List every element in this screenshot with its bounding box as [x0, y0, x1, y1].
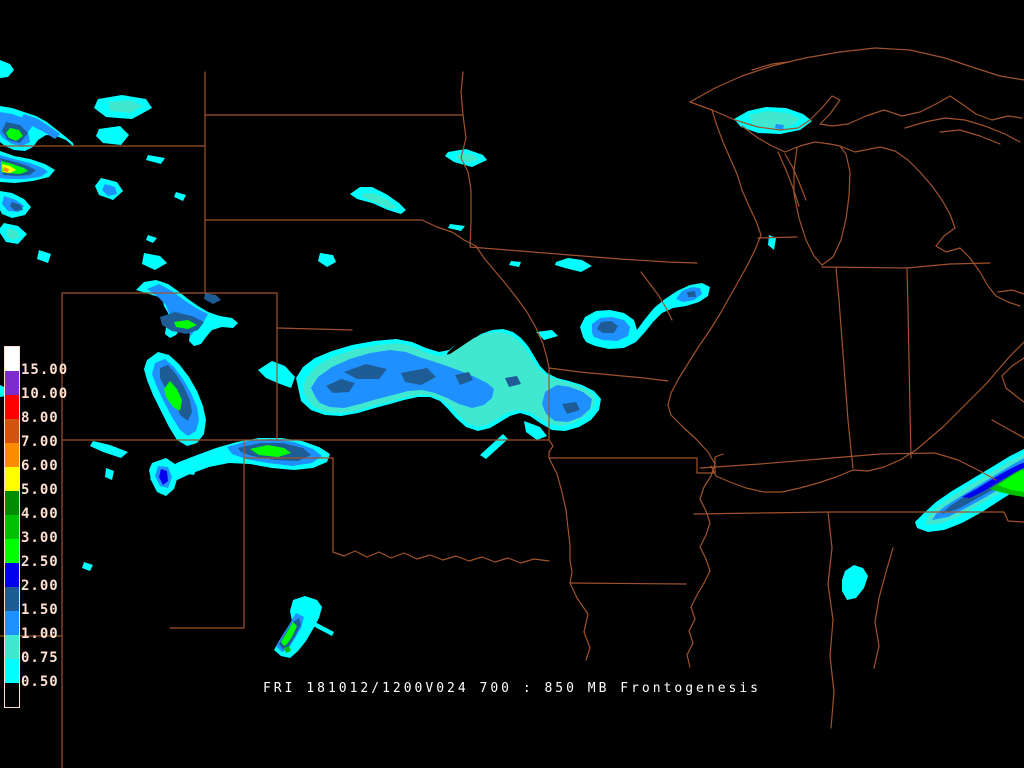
contour-blob [842, 565, 868, 600]
legend-swatch [5, 371, 19, 395]
legend-swatch [5, 611, 19, 635]
legend-swatch [5, 419, 19, 443]
legend-swatch [5, 587, 19, 611]
legend-label: 8.00 [21, 410, 59, 426]
legend-label: 15.00 [21, 362, 69, 378]
map-caption: FRI 181012/1200V024 700 : 850 MB Frontog… [262, 681, 762, 696]
color-scale-legend: 15.00 10.00 8.00 7.00 6.00 5.00 4.00 3.00 2.50 2.… [4, 346, 67, 708]
state-borders [0, 47, 1024, 768]
legend-label: 0.50 [21, 674, 59, 690]
contour-blob [0, 60, 14, 78]
legend-swatch [5, 491, 19, 515]
legend-label: 1.50 [21, 602, 59, 618]
legend-swatch [5, 659, 19, 683]
frontogenesis-contours [0, 60, 1024, 658]
legend-label: 7.00 [21, 434, 59, 450]
legend-swatch [5, 395, 19, 419]
legend-swatch [5, 515, 19, 539]
legend-swatch [5, 683, 19, 707]
legend-swatch [5, 347, 19, 371]
legend-swatch [5, 467, 19, 491]
legend-label: 10.00 [21, 386, 69, 402]
legend-label: 6.00 [21, 458, 59, 474]
legend-label: 3.00 [21, 530, 59, 546]
legend-swatch [5, 563, 19, 587]
legend-swatch [5, 443, 19, 467]
legend-label: 1.00 [21, 626, 59, 642]
legend-label: 5.00 [21, 482, 59, 498]
legend-label: 2.50 [21, 554, 59, 570]
legend-label: 2.00 [21, 578, 59, 594]
legend-swatch [5, 539, 19, 563]
legend-label: 4.00 [21, 506, 59, 522]
legend-swatch [5, 635, 19, 659]
legend-label: 0.75 [21, 650, 59, 666]
